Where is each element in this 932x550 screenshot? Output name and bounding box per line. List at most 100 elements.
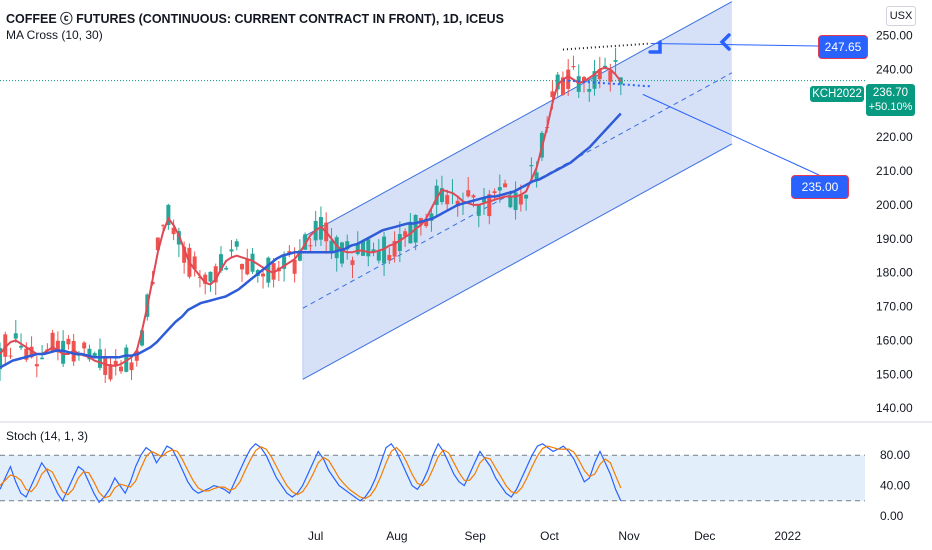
- candle-body: [240, 264, 245, 270]
- candle-body: [155, 237, 160, 251]
- candle-body: [492, 191, 497, 194]
- x-tick-label: Dec: [694, 529, 715, 543]
- candle-body: [518, 195, 523, 205]
- x-tick-label: Nov: [618, 529, 639, 543]
- currency-button[interactable]: USX: [886, 6, 916, 26]
- chart-title: COFFEE ⓒ FUTURES (CONTINUOUS: CURRENT CO…: [6, 12, 504, 26]
- ma-fast-line: [0, 66, 622, 367]
- x-tick-label: Jul: [308, 529, 323, 543]
- callout-lower-target[interactable]: 235.00: [791, 175, 849, 199]
- candle-body: [271, 263, 276, 280]
- candle-body: [429, 213, 434, 221]
- arrow-down-right-icon: [648, 40, 662, 54]
- candle-body: [292, 259, 297, 274]
- y-tick-label: 240.00: [876, 62, 913, 76]
- x-tick-label: 2022: [774, 529, 801, 543]
- candle-body: [29, 346, 34, 358]
- candle-body: [371, 249, 376, 253]
- x-tick-label: Sep: [464, 529, 486, 543]
- candle-body: [555, 74, 560, 90]
- candle-body: [55, 340, 60, 353]
- candle-body: [19, 345, 24, 348]
- candle-body: [466, 190, 471, 197]
- candle-body: [482, 197, 487, 203]
- candle-body: [334, 237, 339, 259]
- candle-body: [571, 66, 576, 68]
- y-tick-label: 190.00: [876, 232, 913, 246]
- stoch-tick-label: 40.00: [880, 479, 910, 493]
- stoch-d-line: [0, 445, 622, 500]
- candle-body: [182, 246, 187, 263]
- ma-cross-label[interactable]: MA Cross (10, 30): [6, 28, 103, 42]
- candle-body: [592, 71, 597, 89]
- candle-body: [140, 330, 145, 346]
- x-tick-label: Oct: [540, 529, 559, 543]
- candle-body: [576, 76, 581, 92]
- candle-body: [261, 273, 266, 277]
- candle-body: [218, 254, 223, 271]
- candle-body: [61, 340, 66, 364]
- candle-body: [134, 350, 139, 361]
- candle-body: [13, 333, 18, 339]
- y-tick-label: 170.00: [876, 300, 913, 314]
- stoch-k-line: [0, 442, 622, 504]
- candle-body: [119, 366, 124, 372]
- stoch-tick-label: 80.00: [880, 448, 910, 462]
- candle-body: [476, 204, 481, 216]
- candle-body: [524, 194, 529, 199]
- callout-connector-lower: [642, 93, 820, 176]
- ma-slow-line: [0, 112, 622, 369]
- candle-body: [108, 364, 113, 380]
- candle-body: [0, 348, 2, 370]
- y-tick-label: 150.00: [876, 367, 913, 381]
- candle-body: [213, 266, 218, 283]
- candle-body: [103, 356, 108, 375]
- candle-body: [161, 225, 166, 227]
- candle-body: [129, 362, 134, 371]
- candle-body: [308, 245, 313, 247]
- candle-body: [445, 195, 450, 205]
- channel-lower-line: [302, 143, 733, 380]
- candle-body: [82, 342, 87, 349]
- candle-body: [34, 364, 39, 367]
- candle-body: [392, 240, 397, 257]
- candle-body: [50, 332, 55, 352]
- candle-body: [513, 192, 518, 210]
- stoch-label[interactable]: Stoch (14, 1, 3): [6, 429, 89, 443]
- candle-body: [345, 241, 350, 250]
- candle-body: [87, 348, 92, 360]
- candle-body: [297, 250, 302, 261]
- y-tick-label: 220.00: [876, 130, 913, 144]
- candle-body: [350, 260, 355, 266]
- candle-body: [282, 256, 287, 269]
- y-tick-label: 160.00: [876, 333, 913, 347]
- y-tick-label: 140.00: [876, 401, 913, 415]
- candle-body: [171, 227, 176, 235]
- candle-body: [8, 355, 13, 357]
- arrow-left-icon: [719, 33, 731, 51]
- y-tick-label: 210.00: [876, 164, 913, 178]
- candle-body: [97, 349, 102, 368]
- price-tag: 236.70 +50.10%: [866, 84, 915, 116]
- candle-body: [329, 240, 334, 254]
- y-tick-label: 250.00: [876, 29, 913, 43]
- y-tick-label: 180.00: [876, 266, 913, 280]
- candle-body: [229, 249, 234, 252]
- candle-body: [597, 69, 602, 80]
- candle-body: [339, 242, 344, 264]
- callout-upper-target[interactable]: 247.65: [818, 35, 868, 59]
- candle-body: [366, 239, 371, 257]
- candle-body: [534, 172, 539, 181]
- candle-body: [203, 274, 208, 284]
- candle-body: [192, 256, 197, 270]
- candle-body: [208, 271, 213, 282]
- candle-body: [508, 196, 513, 208]
- candle-body: [471, 195, 476, 198]
- level-line-upper: [562, 42, 651, 51]
- candle-body: [224, 267, 229, 270]
- candle-body: [361, 240, 366, 256]
- symbol-tag: KCH2022: [810, 86, 864, 102]
- candle-body: [439, 188, 444, 203]
- candle-body: [403, 231, 408, 237]
